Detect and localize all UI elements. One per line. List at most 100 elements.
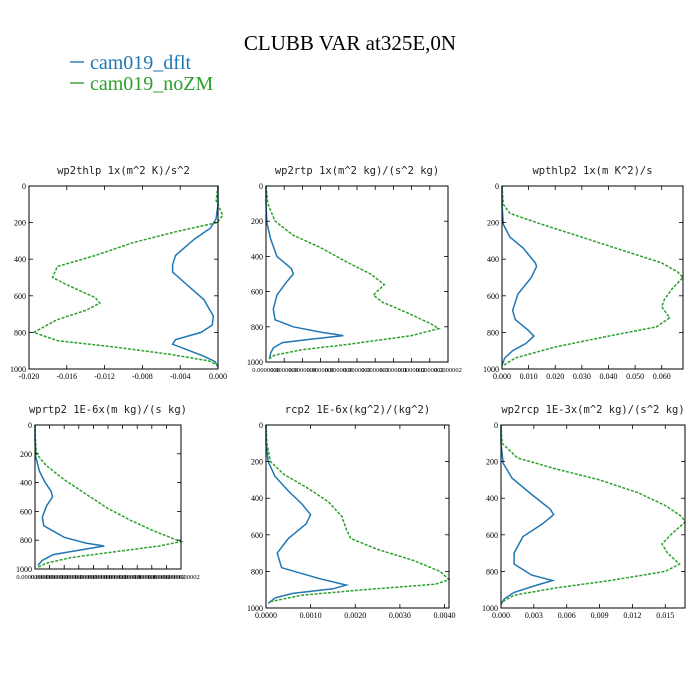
y-tick-label: 800 (487, 328, 499, 337)
x-tick-label: 0.0030 (389, 611, 411, 620)
panel-title: wpthlp2 1x(m K^2)/s (532, 165, 652, 177)
x-tick-label: 0.000 (493, 372, 511, 381)
chart-panel-1: wp2thlp 1x(m^2 K)/s^202004006008001000-0… (10, 165, 227, 381)
y-tick-label: 600 (486, 531, 498, 540)
x-tick-label: -0.004 (170, 372, 191, 381)
y-tick-label: 400 (251, 252, 263, 261)
y-tick-label: 600 (251, 531, 263, 540)
x-tick-label: 0.0000000 (270, 367, 298, 374)
series-line-dflt (265, 186, 344, 359)
y-tick-label: 0 (495, 182, 499, 191)
y-tick-label: 1000 (247, 604, 263, 613)
chart-panel-3: wpthlp2 1x(m K^2)/s 0 200 400 600 800 10000.00… (483, 165, 685, 381)
y-tick-label: 800 (251, 567, 263, 576)
x-tick-label: 0.0000000001 (104, 574, 141, 581)
y-tick-label: 400 (20, 479, 32, 488)
x-tick-label: 0.0000001 (343, 367, 371, 374)
y-tick-label: 800 (14, 328, 26, 337)
x-tick-label: 0.0000000 (307, 367, 335, 374)
x-tick-label: -0.012 (94, 372, 115, 381)
x-tick-label: 0.0000000000 (46, 574, 83, 581)
x-tick-label: -0.008 (132, 372, 153, 381)
x-tick-label: 0.000 (492, 611, 510, 620)
x-tick-label: 0.0000000 (325, 367, 353, 374)
y-tick-label: 0 (259, 182, 263, 191)
legend-label-nozm: cam019_noZM (90, 73, 214, 95)
x-tick-label: 0.000 (209, 372, 227, 381)
chart-panel-4: wprtp2 1E-6x(m kg)/(s kg) 0 200 400 600 800 10… (16, 404, 200, 581)
y-tick-label: 400 (486, 494, 498, 503)
y-tick-label: 200 (20, 450, 32, 459)
y-tick-label: 400 (14, 255, 26, 264)
legend-label-dflt: cam019_dflt (90, 52, 192, 74)
y-tick-label: 200 (14, 219, 26, 228)
x-tick-label: 0.0000000001 (119, 574, 156, 581)
x-tick-label: 0.0000000001 (89, 574, 126, 581)
y-tick-label: 1000 (483, 365, 499, 374)
panel-title: wp2rtp 1x(m^2 kg)/(s^2 kg) (275, 165, 439, 177)
x-tick-label: -0.016 (56, 372, 77, 381)
y-tick-label: 200 (486, 458, 498, 467)
y-tick-label: 400 (251, 494, 263, 503)
series-line-nozm (265, 424, 451, 603)
figure-title: CLUBB VAR at325E,0N (244, 31, 456, 55)
series-line-nozm (265, 185, 441, 361)
x-tick-label: 0.0000000002 (162, 574, 199, 581)
plot-frame (34, 424, 182, 570)
plot-frame (28, 185, 219, 370)
x-tick-label: 0.0000000002 (133, 574, 170, 581)
x-tick-label: 0.0000000 (289, 367, 317, 374)
y-tick-label: 800 (251, 323, 263, 332)
y-tick-label: 400 (487, 255, 499, 264)
x-tick-label: 0.0000000000 (31, 574, 68, 581)
x-tick-label: 0.040 (599, 372, 617, 381)
x-tick-label: 0.050 (626, 372, 644, 381)
panel-title: rcp2 1E-6x(kg^2)/(kg^2) (285, 404, 430, 416)
y-tick-label: 200 (251, 217, 263, 226)
x-tick-label: 0.060 (653, 372, 671, 381)
x-tick-label: 0.015 (656, 611, 674, 620)
x-tick-label: 0.0000000002 (148, 574, 185, 581)
panels: wp2thlp 1x(m^2 K)/s^202004006008001000-0… (10, 165, 686, 620)
y-tick-label: 800 (20, 536, 32, 545)
x-tick-label: 0.0040 (434, 611, 456, 620)
plot-frame (500, 424, 686, 609)
series-line-dflt (500, 425, 556, 605)
y-tick-label: 1000 (10, 365, 26, 374)
y-tick-label: 600 (20, 507, 32, 516)
series-line-nozm (31, 185, 224, 366)
x-tick-label: 0.0000002 (416, 367, 444, 374)
x-tick-label: 0.0000000000 (75, 574, 112, 581)
x-tick-label: 0.0000000000 (60, 574, 97, 581)
series-line-nozm (34, 424, 184, 569)
series-line-dflt (501, 186, 538, 366)
y-tick-label: 1000 (482, 604, 498, 613)
series-line-dflt (34, 425, 105, 566)
x-tick-label: 0.009 (591, 611, 609, 620)
x-tick-label: 0.0000 (255, 611, 277, 620)
plot-frame (501, 185, 684, 370)
y-tick-label: 800 (486, 567, 498, 576)
x-tick-label: 0.0000000 (252, 367, 280, 374)
y-tick-label: 0 (494, 421, 498, 430)
y-tick-label: 200 (251, 458, 263, 467)
panel-title: wp2thlp 1x(m^2 K)/s^2 (57, 165, 190, 177)
plot-frame (265, 424, 450, 609)
y-tick-label: 0 (28, 421, 32, 430)
x-tick-label: -0.020 (19, 372, 40, 381)
y-tick-label: 200 (487, 219, 499, 228)
x-tick-label: 0.0000002 (398, 367, 426, 374)
y-tick-label: 0 (22, 182, 26, 191)
series-line-dflt (265, 425, 350, 604)
panel-title: wprtp2 1E-6x(m kg)/(s kg) (29, 404, 187, 416)
y-tick-label: 1000 (16, 565, 32, 574)
series-line-dflt (171, 186, 219, 368)
x-tick-label: 0.012 (623, 611, 641, 620)
x-tick-label: 0.010 (520, 372, 538, 381)
x-tick-label: 0.030 (573, 372, 591, 381)
series-line-nozm (500, 424, 686, 604)
x-tick-label: 0.020 (546, 372, 564, 381)
x-tick-label: 0.006 (558, 611, 576, 620)
x-tick-label: 0.0000001 (361, 367, 389, 374)
